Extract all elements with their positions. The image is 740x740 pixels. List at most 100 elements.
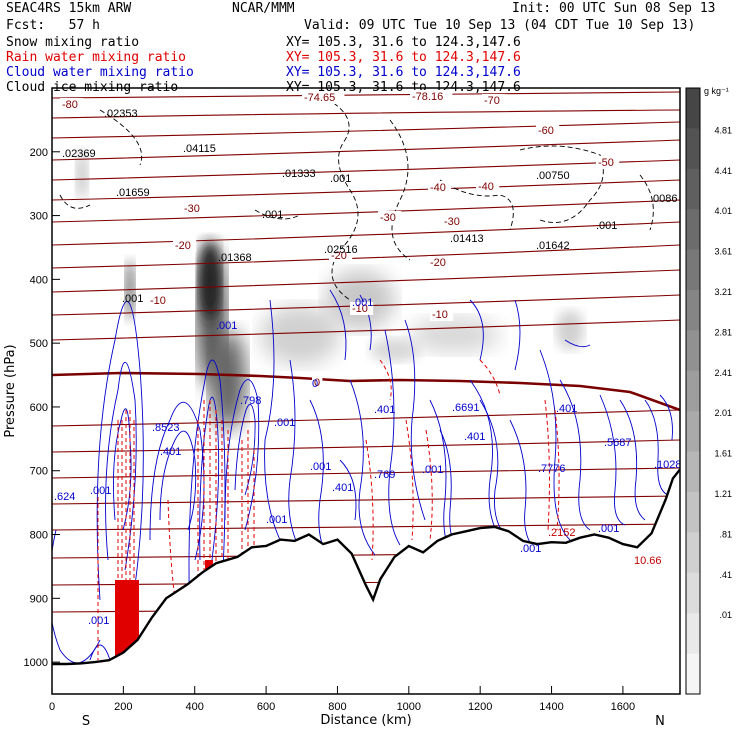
max-value-label: .00750 bbox=[536, 170, 570, 182]
max-value-label: .001 bbox=[266, 514, 287, 526]
field-xy-rain: XY= 105.3, 31.6 to 124.3,147.6 bbox=[286, 50, 521, 65]
x-tick-label: 0 bbox=[49, 701, 55, 713]
temperature-label-bg bbox=[428, 256, 452, 269]
y-tick-label: 700 bbox=[30, 466, 48, 478]
x-end-label-right: N bbox=[655, 714, 665, 729]
x-tick-label: 800 bbox=[328, 701, 346, 713]
temperature-label: -50 bbox=[598, 157, 614, 169]
org-label: NCAR/MMM bbox=[232, 1, 295, 16]
temperature-label: -30 bbox=[380, 212, 396, 224]
field-xy-cloud-water: XY= 105.3, 31.6 to 124.3,147.6 bbox=[286, 65, 521, 80]
plot-frame bbox=[51, 87, 681, 695]
colorbar-cell bbox=[686, 370, 700, 412]
max-value-label: .2152 bbox=[548, 527, 576, 539]
y-tick-label: 900 bbox=[30, 593, 48, 605]
terrain bbox=[52, 469, 680, 694]
colorbar-cell bbox=[686, 613, 700, 655]
colorbar-tick-label: 4.41 bbox=[714, 166, 732, 176]
temperature-label-bg bbox=[476, 180, 500, 193]
max-value-label: .001 bbox=[520, 543, 541, 555]
temperature-label: -10 bbox=[432, 309, 448, 321]
max-value-label: .798 bbox=[240, 395, 261, 407]
colorbar-tick-label: 3.61 bbox=[714, 247, 732, 257]
max-value-label: .001 bbox=[422, 464, 443, 476]
forecast-hour: Fcst: 57 h bbox=[6, 18, 100, 33]
y-tick-label: 1000 bbox=[24, 657, 48, 669]
max-value-label: .401 bbox=[556, 403, 577, 415]
max-value-label: .001 bbox=[330, 173, 351, 185]
cloud-ice-contours bbox=[59, 94, 654, 301]
temperature-label: 0 bbox=[314, 377, 320, 389]
temperature-label: -74.65 bbox=[304, 92, 335, 104]
field-name-rain: Rain water mixing ratio bbox=[6, 50, 187, 65]
temperature-label: -20 bbox=[331, 250, 347, 262]
max-value-label: .1028 bbox=[654, 459, 682, 471]
colorbar-cell bbox=[686, 290, 700, 331]
max-value-label: 10.66 bbox=[634, 555, 662, 567]
temperature-label: -80 bbox=[62, 99, 78, 111]
max-value-label: .001 bbox=[274, 417, 295, 429]
max-value-label: .02516 bbox=[324, 244, 358, 256]
colorbar-tick-label: .41 bbox=[719, 570, 732, 580]
isotherms bbox=[52, 91, 680, 613]
colorbar-tick-label: 4.01 bbox=[714, 206, 732, 216]
colorbar-tick-label: 2.81 bbox=[714, 327, 732, 337]
y-tick-label: 200 bbox=[30, 147, 48, 159]
max-value-label: .02369 bbox=[62, 148, 96, 160]
y-tick-label: 500 bbox=[30, 338, 48, 350]
max-value-label: .001 bbox=[122, 293, 143, 305]
colorbar-tick-label: 2.41 bbox=[714, 368, 732, 378]
x-tick-label: 200 bbox=[114, 701, 132, 713]
max-value-label: .769 bbox=[374, 469, 395, 481]
max-value-label: .01368 bbox=[218, 252, 252, 264]
field-name-cloud-water: Cloud water mixing ratio bbox=[6, 65, 194, 80]
max-value-label: 0 bbox=[312, 378, 318, 390]
y-tick-label: 800 bbox=[30, 530, 48, 542]
x-axis-label: Distance (km) bbox=[320, 713, 411, 728]
max-value-label: .8523 bbox=[152, 422, 180, 434]
temperature-label: -10 bbox=[150, 295, 166, 307]
max-value-label: .001 bbox=[596, 220, 617, 232]
colorbar-cell bbox=[686, 532, 700, 574]
temperature-label-bg bbox=[428, 181, 452, 194]
max-value-label: .401 bbox=[160, 446, 181, 458]
colorbar: 4.81 4.41 4.01 3.61 3.21 2.81 2.41 2.01 1.61 1.21… bbox=[685, 87, 732, 695]
temperature-label: -30 bbox=[184, 203, 200, 215]
x-tick-label: 1400 bbox=[539, 701, 563, 713]
max-value-label: .02353 bbox=[104, 108, 138, 120]
temperature-label: -30 bbox=[444, 216, 460, 228]
model-title: SEAC4RS 15km ARW bbox=[6, 1, 132, 16]
colorbar-tick-label: 2.01 bbox=[714, 408, 732, 418]
max-value-label: .01413 bbox=[450, 233, 484, 245]
x-tick-label: 1600 bbox=[611, 701, 635, 713]
temperature-label-bg bbox=[378, 211, 402, 224]
colorbar-cell bbox=[686, 451, 700, 493]
terrain-outline bbox=[52, 468, 680, 666]
y-tick-label: 300 bbox=[30, 211, 48, 223]
temperature-label: -60 bbox=[538, 125, 554, 137]
temperature-label: -20 bbox=[430, 257, 446, 269]
colorbar-cell bbox=[686, 411, 700, 453]
max-value-label: .401 bbox=[374, 404, 395, 416]
max-value-label: .01642 bbox=[536, 240, 570, 252]
freezing-level bbox=[52, 371, 680, 412]
colorbar-frame bbox=[685, 87, 701, 695]
max-value-label: .401 bbox=[332, 482, 353, 494]
field-name-snow: Snow mixing ratio bbox=[6, 35, 140, 50]
max-value-label: .5687 bbox=[604, 437, 632, 449]
max-value-label: .624 bbox=[54, 491, 75, 503]
temperature-label-bg bbox=[430, 308, 454, 321]
temperature-label-bg bbox=[182, 202, 206, 215]
colorbar-cell bbox=[686, 653, 700, 695]
temperature-label-bg bbox=[410, 90, 453, 103]
temperature-label-bg bbox=[482, 94, 506, 107]
colorbar-cell bbox=[686, 128, 700, 170]
max-value-label: .7776 bbox=[538, 463, 566, 475]
colorbar-unit: g kg⁻¹ bbox=[704, 86, 729, 96]
temperature-label-bg bbox=[312, 376, 323, 389]
colorbar-cell bbox=[686, 572, 700, 614]
max-labels: .02353 .02369 .04115 .01659 .01333 .001 .00750… bbox=[54, 108, 682, 627]
colorbar-cell bbox=[686, 88, 700, 129]
x-end-label-left: S bbox=[82, 714, 90, 729]
max-value-label: .01333 bbox=[282, 168, 316, 180]
